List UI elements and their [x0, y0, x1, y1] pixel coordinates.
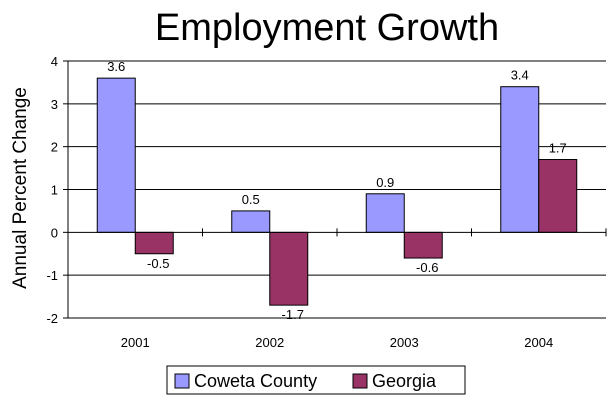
- data-label: 3.4: [511, 68, 529, 83]
- gridlines: [63, 60, 606, 319]
- bar-coweta-county-2002: [231, 210, 271, 233]
- data-label: -0.6: [416, 260, 438, 275]
- y-tick-label: 2: [51, 140, 58, 155]
- data-label: 1.7: [549, 141, 567, 156]
- data-label: 0.9: [376, 175, 394, 190]
- data-label: 0.5: [242, 192, 260, 207]
- y-tick-label: -2: [46, 311, 58, 326]
- bar-georgia-2001: [134, 231, 174, 255]
- legend-swatch-georgia: [352, 373, 368, 389]
- data-label: 3.6: [107, 59, 125, 74]
- x-tick-labels: 2001 2002 2003 2004: [121, 335, 553, 350]
- y-tick-label: 4: [51, 54, 58, 69]
- x-tick-label: 2001: [121, 335, 150, 350]
- bar-coweta-county-2001: [96, 77, 136, 233]
- y-tick-label: 1: [51, 183, 58, 198]
- y-tick-label: -1: [46, 268, 58, 283]
- bar-georgia-2004: [538, 159, 578, 233]
- bar-georgia-2003: [403, 231, 443, 259]
- data-label: -0.5: [147, 256, 169, 271]
- y-tick-label: 0: [51, 225, 58, 240]
- bar-coweta-county-2004: [500, 86, 540, 233]
- bars: [96, 77, 578, 306]
- chart-title: Employment Growth: [155, 7, 499, 49]
- data-labels: 3.6 0.5 0.9 3.4 -0.5 -1.7 -0.6 1.7: [107, 59, 567, 322]
- axes: [67, 61, 607, 318]
- legend-label-coweta-county: Coweta County: [194, 371, 317, 391]
- x-tick-label: 2004: [524, 335, 553, 350]
- legend-label-georgia: Georgia: [372, 371, 437, 391]
- y-axis-title: Annual Percent Change: [10, 87, 31, 289]
- y-tick-labels: 4 3 2 1 0 -1 -2: [46, 54, 58, 326]
- legend-swatch-coweta-county: [174, 373, 190, 389]
- x-tick-label: 2002: [255, 335, 284, 350]
- legend-frame: [166, 365, 466, 395]
- legend: Coweta County Georgia: [166, 365, 466, 395]
- x-tick-label: 2003: [390, 335, 419, 350]
- bar-georgia-2002: [269, 231, 309, 306]
- bar-coweta-county-2003: [365, 193, 405, 233]
- data-label: -1.7: [282, 307, 304, 322]
- y-tick-label: 3: [51, 97, 58, 112]
